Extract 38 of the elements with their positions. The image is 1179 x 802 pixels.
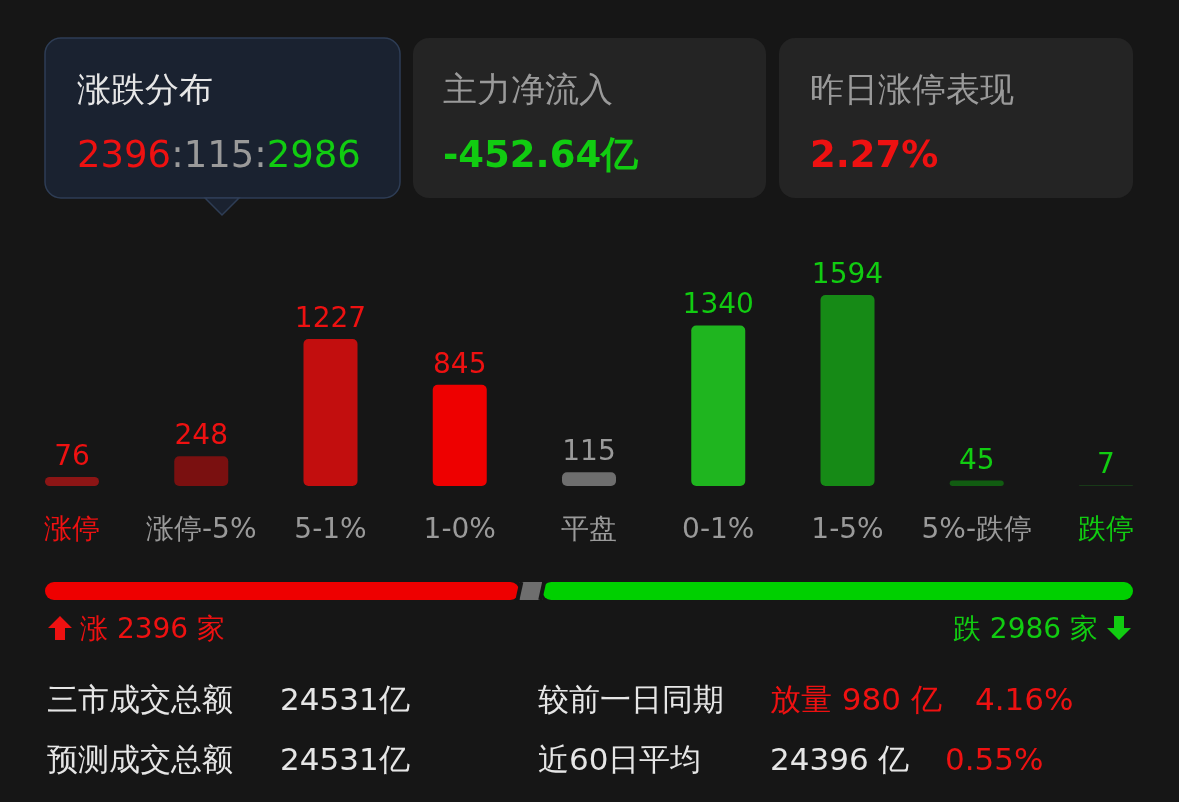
data-label: 1227	[294, 300, 367, 334]
text: 预测成交总额	[47, 741, 233, 777]
text: 放量 980 亿	[770, 681, 942, 717]
text: 2986	[266, 133, 361, 176]
x-tick-label: 跌停	[1078, 512, 1134, 545]
text: 24396 亿	[770, 741, 910, 777]
data-label: 248	[174, 418, 228, 452]
text: 跌 2986 家	[952, 612, 1098, 645]
x-tick-label: 0-1%	[682, 512, 755, 545]
text: 较前一日同期	[538, 681, 724, 717]
text: 2.27%	[810, 133, 939, 176]
text: 24531亿	[280, 681, 410, 717]
text: 0.55%	[945, 741, 1044, 777]
data-label: 1594	[811, 257, 884, 290]
text: 涨 2396 家	[80, 612, 226, 645]
x-tick-label: 5-1%	[294, 512, 367, 545]
text: 24531亿	[280, 741, 410, 777]
text: 4.16%	[975, 681, 1074, 717]
text: 昨日涨停表现	[810, 69, 1014, 109]
text: :115:	[171, 133, 267, 176]
text: 2396	[77, 133, 172, 176]
text: 主力净流入	[443, 69, 613, 109]
data-label: 76	[54, 438, 90, 472]
text: 近60日平均	[538, 741, 702, 777]
data-label: 45	[958, 442, 995, 476]
data-label: 845	[433, 346, 487, 380]
x-tick-label: 涨停	[44, 512, 100, 545]
text: 三市成交总额	[47, 681, 233, 717]
data-label: 115	[562, 434, 616, 468]
text: 涨跌分布	[77, 69, 213, 109]
x-tick-label: 涨停-5%	[145, 512, 257, 545]
data-label: 1340	[682, 287, 754, 321]
text: -452.64亿	[443, 133, 640, 176]
x-tick-label: 5%-跌停	[921, 512, 1033, 545]
x-tick-label: 1-0%	[423, 512, 496, 545]
x-tick-label: 平盘	[561, 512, 617, 545]
data-label: 7	[1097, 447, 1115, 481]
x-tick-label: 1-5%	[811, 512, 884, 545]
